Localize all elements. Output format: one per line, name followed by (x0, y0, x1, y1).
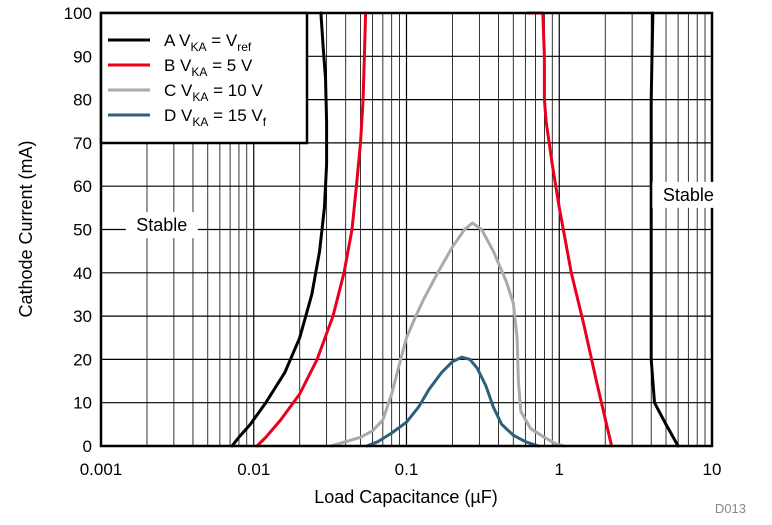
legend-label: C VKA = 10 V (164, 81, 263, 104)
x-tick-label: 10 (703, 460, 722, 479)
x-axis-title: Load Capacitance (µF) (314, 487, 497, 507)
series-line-a (230, 11, 329, 448)
y-tick-label: 40 (73, 264, 92, 283)
y-tick-label: 50 (73, 221, 92, 240)
y-axis-title: Cathode Current (mA) (16, 140, 36, 317)
y-tick-label: 90 (73, 47, 92, 66)
stable-label-bg (652, 181, 725, 208)
y-tick-label: 0 (83, 437, 92, 456)
y-tick-label: 10 (73, 394, 92, 413)
series-line-b (255, 11, 368, 448)
y-tick-label: 70 (73, 134, 92, 153)
legend-label: D VKA = 15 Vf (164, 106, 267, 129)
series-line-a (649, 11, 680, 448)
y-tick-label: 80 (73, 91, 92, 110)
stable-label-bg (125, 212, 198, 239)
legend-box (99, 11, 309, 145)
stable-label-left: Stable (136, 215, 187, 235)
legend-label: B VKA = 5 V (164, 56, 253, 79)
series-line-b (526, 11, 614, 448)
stable-label-right: Stable (663, 185, 714, 205)
x-tick-label: 0.01 (237, 460, 270, 479)
x-tick-label: 0.1 (395, 460, 419, 479)
series-line-c (329, 221, 566, 448)
figure-id: D013 (715, 501, 746, 516)
legend-label: A VKA = Vref (164, 31, 252, 54)
y-tick-label: 30 (73, 307, 92, 326)
plot-frame (99, 11, 714, 448)
series-lines (230, 11, 680, 448)
y-tick-label: 60 (73, 177, 92, 196)
x-tick-label: 0.001 (80, 460, 123, 479)
x-tick-label: 1 (555, 460, 564, 479)
y-tick-label: 20 (73, 350, 92, 369)
y-tick-label: 100 (64, 4, 92, 23)
series-line-d (365, 355, 540, 448)
